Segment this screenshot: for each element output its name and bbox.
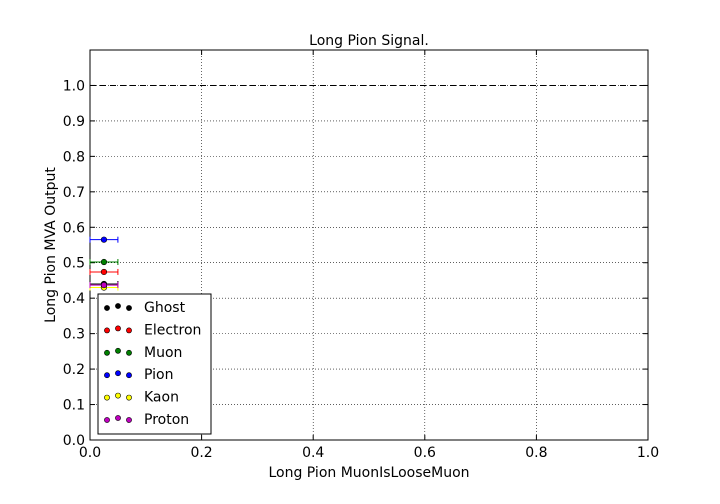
y-tick-label: 0.5 (63, 256, 85, 272)
legend-label-muon: Muon (144, 345, 182, 361)
legend-marker-electron (104, 327, 110, 334)
legend-marker-ghost (126, 305, 132, 311)
legend-marker-electron (115, 325, 121, 332)
y-tick-label: 0.7 (63, 185, 85, 201)
y-tick-label: 0.3 (63, 327, 85, 343)
legend-label-electron: Electron (144, 322, 201, 338)
legend-marker-muon (115, 347, 121, 354)
x-tick-label: 0.8 (525, 445, 547, 461)
legend-label-kaon: Kaon (144, 390, 179, 406)
y-tick-label: 0.9 (63, 114, 85, 130)
legend-marker-muon (126, 349, 132, 356)
legend-label-ghost: Ghost (144, 300, 186, 316)
legend-marker-proton (104, 417, 110, 423)
point-pion (100, 236, 108, 243)
plot-frame (89, 49, 649, 441)
x-tick-label: 1.0 (637, 445, 659, 461)
x-tick-label: 0.4 (302, 445, 324, 461)
legend-marker-kaon (115, 392, 121, 399)
point-electron (100, 268, 108, 276)
data-points (89, 236, 119, 291)
legend-marker-kaon (104, 394, 110, 401)
point-proton (100, 281, 108, 289)
y-tick-label: 0.1 (63, 398, 85, 414)
y-tick-label: 0.4 (63, 291, 85, 307)
legend-marker-ghost (115, 303, 121, 309)
legend: Ghost Electron Muon Pion Kaon Proton (97, 293, 212, 435)
y-tick-label: 1.0 (63, 78, 85, 94)
legend-marker-proton (115, 415, 121, 421)
legend-label-pion: Pion (144, 367, 173, 383)
x-tick-label: 0.6 (414, 445, 436, 461)
legend-marker-muon (104, 349, 110, 356)
legend-marker-pion (115, 370, 121, 377)
legend-box (97, 293, 212, 435)
x-tick-label: 0.2 (190, 445, 212, 461)
axis-ticks: 0.0 0.2 0.4 0.6 0.8 1.0 0.0 0.1 0.2 0.3 0.4 0.5 0.6 0… (63, 50, 659, 461)
legend-marker-pion (126, 372, 132, 379)
y-tick-label: 0.0 (63, 433, 85, 449)
legend-marker-kaon (126, 394, 132, 401)
legend-marker-proton (126, 417, 132, 423)
chart-title: Long Pion Signal. (309, 33, 429, 49)
y-axis-label: Long Pion MVA Output (43, 167, 59, 323)
y-tick-label: 0.6 (63, 220, 85, 236)
y-tick-label: 0.2 (63, 362, 85, 378)
y-tick-label: 0.8 (63, 149, 85, 165)
legend-marker-ghost (104, 305, 110, 311)
x-tick-label: 0.0 (79, 445, 101, 461)
legend-marker-pion (104, 372, 110, 379)
legend-marker-electron (126, 327, 132, 334)
x-axis-label: Long Pion MuonIsLooseMuon (268, 465, 469, 481)
legend-label-proton: Proton (144, 412, 189, 428)
point-muon (100, 258, 108, 266)
